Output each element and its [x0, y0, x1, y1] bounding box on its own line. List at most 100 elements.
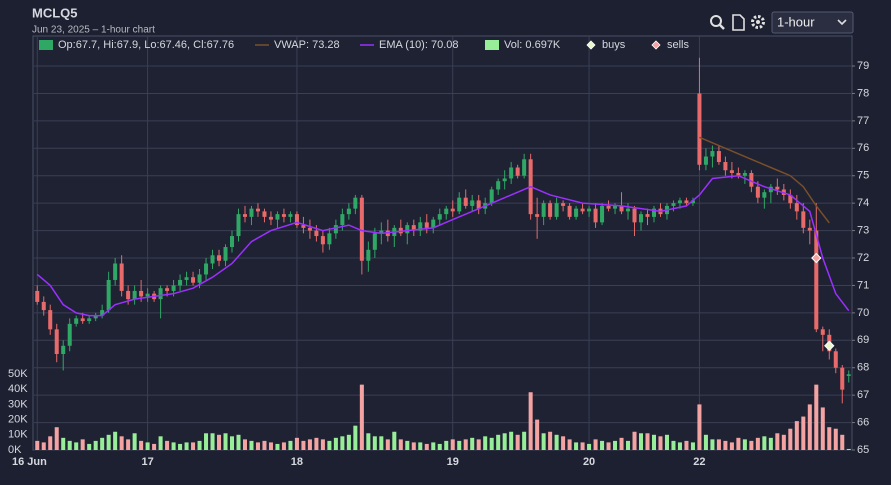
- legend-label: buys: [602, 39, 626, 51]
- volume-bar: [197, 440, 202, 450]
- legend-swatch: [39, 40, 53, 50]
- candle-body: [541, 203, 546, 217]
- candle-body: [139, 290, 144, 297]
- candle-body: [418, 222, 423, 231]
- y-tick-label: 71: [857, 279, 869, 291]
- volume-bar: [502, 433, 507, 450]
- volume-bar: [41, 442, 46, 450]
- volume-bar: [132, 433, 137, 450]
- volume-bar: [626, 440, 631, 450]
- candle-body: [424, 222, 429, 228]
- volume-bar: [242, 439, 248, 450]
- candle-body: [262, 211, 267, 217]
- candle-body: [716, 151, 721, 163]
- legend-swatch: [651, 40, 661, 50]
- candle-body: [314, 230, 319, 237]
- candle-body: [574, 208, 579, 217]
- volume-bar: [262, 440, 267, 450]
- volume-bar: [729, 442, 734, 450]
- volume-bar: [424, 443, 429, 450]
- plot-frame: [32, 35, 853, 451]
- candle-body: [522, 159, 527, 176]
- candle-body: [229, 236, 235, 248]
- candle-body: [710, 151, 715, 157]
- candle-body: [294, 214, 299, 226]
- volume-bar: [580, 442, 585, 450]
- volume-bar: [405, 440, 410, 450]
- candle-body: [340, 214, 345, 226]
- candle-body: [554, 203, 559, 217]
- candle-body: [184, 277, 189, 280]
- candle-body: [210, 255, 215, 264]
- candle-body: [593, 208, 598, 223]
- candle-body: [405, 225, 410, 234]
- candle-body: [165, 288, 170, 291]
- candle-body: [268, 216, 273, 220]
- candle-body: [457, 197, 462, 212]
- candle-body: [197, 274, 202, 283]
- volume-bar: [145, 442, 150, 450]
- volume-bar: [359, 384, 364, 450]
- volume-bar: [664, 434, 669, 450]
- candle-body: [353, 197, 358, 209]
- select-value[interactable]: 1-hour: [777, 14, 815, 29]
- y-tick-label: 66: [857, 416, 869, 428]
- volume-bar: [794, 421, 799, 450]
- symbol: MCLQ5: [32, 5, 78, 20]
- candle-body: [444, 208, 449, 215]
- candle-body: [509, 167, 514, 179]
- zoom-icon[interactable]: [710, 15, 725, 30]
- candle-body: [223, 247, 228, 261]
- volume-bar: [152, 443, 157, 450]
- candle-body: [476, 200, 481, 209]
- volume-bar: [697, 404, 702, 450]
- candle-body: [249, 208, 254, 217]
- volume-bar: [632, 431, 637, 450]
- candle-body: [431, 219, 436, 228]
- chevron: [837, 19, 847, 26]
- candle-body: [41, 301, 46, 311]
- volume-bar: [736, 437, 741, 450]
- volume-bar: [379, 436, 384, 450]
- y-tick-label: 74: [857, 197, 869, 209]
- candle-body: [561, 203, 566, 206]
- volume-bar: [444, 440, 449, 450]
- select-box[interactable]: [771, 11, 854, 34]
- candle-body: [470, 200, 475, 206]
- candle-body: [580, 208, 585, 212]
- candle-body: [333, 225, 338, 234]
- candle-body: [61, 345, 66, 355]
- volume-bar: [840, 434, 845, 450]
- candle-body: [171, 285, 176, 291]
- volume-bar: [100, 437, 105, 450]
- volume-bar: [541, 433, 546, 450]
- volume-bar: [554, 434, 559, 450]
- x-tick-label: 20: [583, 456, 595, 468]
- y-tick-label: 76: [857, 142, 869, 154]
- candle-body: [275, 214, 280, 220]
- volume-bar: [74, 442, 79, 450]
- volume-bar: [106, 434, 111, 450]
- interval-select[interactable]: 1-hour: [771, 11, 854, 34]
- legend-swatch: [485, 40, 499, 50]
- volume-bar: [749, 440, 754, 450]
- candle-body: [113, 263, 118, 280]
- volume-bar: [210, 433, 215, 450]
- document-icon[interactable]: [732, 14, 745, 31]
- settings-icon[interactable]: [751, 15, 765, 29]
- volume-bar: [827, 427, 832, 450]
- volume-bar: [113, 431, 118, 450]
- volume-bar: [807, 404, 812, 450]
- volume-bar: [80, 439, 85, 450]
- candle-body: [613, 205, 618, 209]
- volume-bar: [275, 443, 280, 450]
- volume-bar: [755, 437, 760, 450]
- y-tick-label: 78: [857, 87, 869, 99]
- volume-bar: [710, 439, 715, 450]
- volume-bar: [548, 431, 553, 450]
- candle-body: [320, 236, 325, 245]
- indicator-line: [699, 136, 830, 224]
- volume-bar: [528, 392, 533, 450]
- indicator-line: [36, 174, 850, 317]
- volume-bar: [703, 434, 708, 450]
